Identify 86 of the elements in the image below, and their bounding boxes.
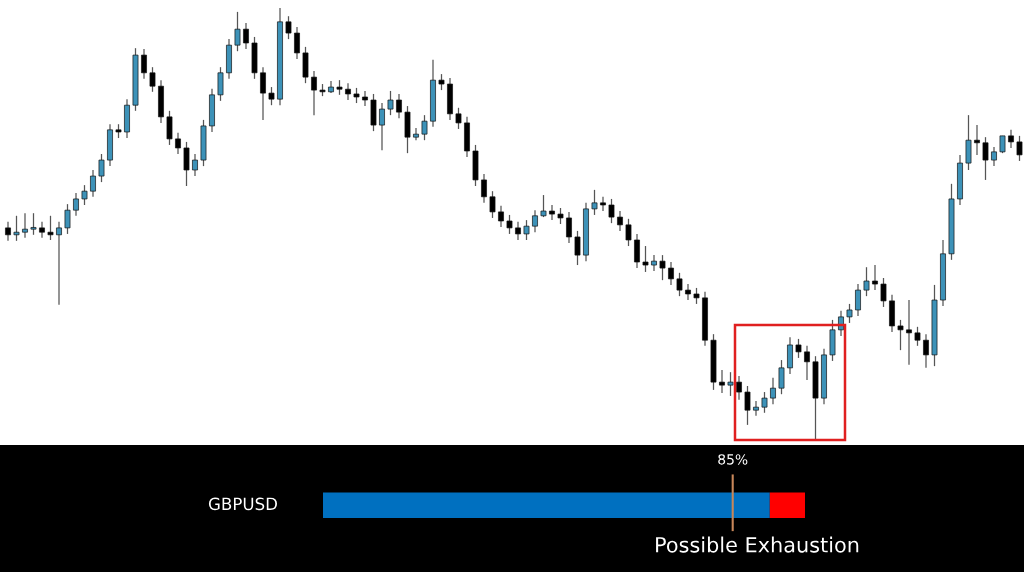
candlestick	[396, 93, 402, 119]
candlestick	[974, 124, 980, 156]
candlestick	[506, 214, 513, 235]
candlestick	[489, 190, 496, 219]
candlestick	[64, 203, 71, 235]
annotation: Possible Exhaustion	[656, 536, 859, 553]
candlestick	[787, 336, 793, 375]
candlestick	[345, 82, 351, 101]
candlestick	[5, 221, 11, 242]
candlestick	[260, 66, 266, 121]
candlestick	[141, 48, 147, 80]
candlestick	[965, 114, 972, 171]
candlestick	[523, 219, 530, 241]
candlestick	[311, 70, 317, 116]
candlestick	[1016, 135, 1023, 162]
candlestick	[549, 204, 555, 221]
candlestick	[676, 272, 683, 297]
candlestick	[217, 66, 224, 102]
candlestick	[668, 261, 674, 286]
candlestick	[574, 230, 581, 266]
candlestick	[982, 136, 989, 181]
candlestick	[625, 218, 632, 247]
candlestick	[413, 127, 419, 141]
candlestick	[481, 173, 487, 204]
candlestick	[294, 26, 300, 60]
candlestick	[719, 369, 725, 394]
candlestick	[98, 153, 105, 183]
y-tick-label: GBPUSD	[208, 497, 278, 511]
candlestick	[455, 107, 462, 130]
candlestick	[56, 221, 62, 306]
candlestick	[872, 264, 878, 291]
candlestick	[243, 22, 249, 50]
candlestick	[90, 169, 96, 198]
candlestick	[761, 391, 768, 414]
candlestick	[770, 377, 776, 405]
candlestick	[634, 233, 640, 269]
candlestick	[192, 153, 198, 177]
candlestick	[642, 245, 649, 273]
candlestick	[736, 375, 742, 401]
candlestick	[991, 146, 997, 167]
candlestick	[421, 114, 428, 141]
candlestick	[863, 266, 870, 297]
candlestick	[880, 277, 887, 308]
candlestick	[566, 211, 572, 244]
candlestick	[1008, 129, 1014, 149]
candlestick	[608, 198, 615, 224]
candlestick	[149, 66, 156, 93]
candlestick	[651, 254, 657, 272]
candlestick	[39, 221, 45, 239]
candlestick	[591, 189, 598, 216]
candlestick	[855, 283, 861, 317]
candlestick	[13, 215, 20, 242]
candlestick	[73, 192, 79, 217]
candlestick	[81, 184, 88, 206]
candlestick	[727, 371, 734, 397]
candlestick	[778, 359, 785, 395]
candlestick	[685, 283, 691, 301]
candlestick	[234, 11, 241, 52]
candlestick	[166, 110, 173, 146]
candlestick	[515, 221, 521, 241]
candlestick	[897, 319, 904, 351]
candlestick	[744, 385, 751, 426]
candlestick	[498, 205, 504, 228]
candlestick	[617, 210, 623, 232]
candlestick	[532, 209, 538, 233]
candlestick	[923, 333, 929, 369]
candlestick	[795, 338, 802, 359]
candlestick	[804, 345, 810, 381]
candlestick	[659, 254, 666, 281]
candlestick	[753, 400, 759, 417]
candlestick	[906, 299, 912, 366]
candlestick	[183, 141, 190, 187]
candlestick	[268, 86, 275, 106]
candlestick	[47, 215, 54, 241]
candlestick	[285, 15, 292, 40]
candlestick	[379, 102, 385, 151]
candlestick	[175, 132, 181, 155]
candlestick	[914, 326, 921, 347]
candlestick	[22, 212, 28, 239]
candlestick	[362, 90, 368, 107]
candlestick	[30, 212, 37, 236]
candlestick	[846, 303, 853, 324]
candlestick	[540, 194, 547, 218]
candlestick	[387, 90, 394, 116]
ref-line-label: 85%	[718, 454, 748, 465]
candlestick	[600, 196, 606, 212]
